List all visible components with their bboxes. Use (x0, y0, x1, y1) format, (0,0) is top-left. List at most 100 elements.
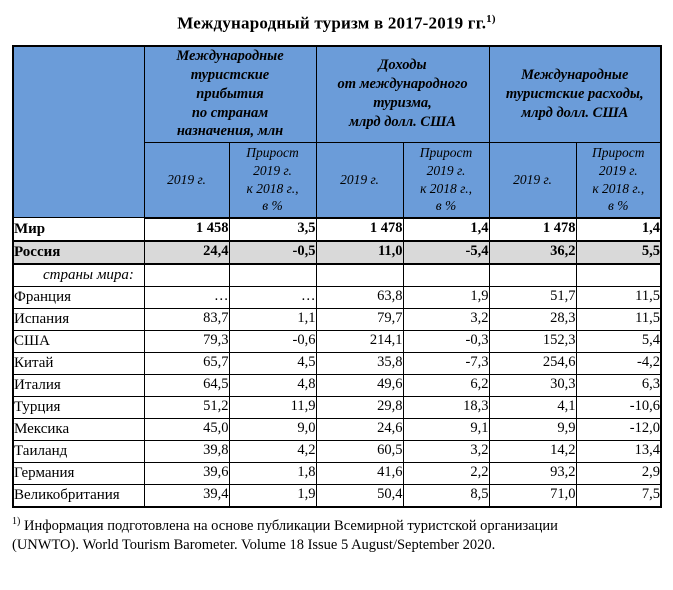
subheader-expenditures-growth: Прирост 2019 г. к 2018 г., в % (575, 141, 662, 219)
cell-value: 5,5 (575, 240, 662, 265)
cell-value: 71,0 (488, 483, 577, 508)
cell-value: 3,2 (402, 439, 490, 463)
table-row-russia: Россия 24,4 -0,5 11,0 -5,4 36,2 5,5 (12, 240, 662, 265)
cell-value: 36,2 (488, 240, 577, 265)
subheader-receipts-2019: 2019 г. (315, 141, 404, 219)
cell-value: 45,0 (143, 417, 230, 441)
cell-value: 3,2 (402, 307, 490, 331)
table-row-usa: США 79,3 -0,6 214,1 -0,3 152,3 5,4 (12, 329, 662, 353)
cell-value: 1 478 (488, 217, 577, 242)
row-label: Испания (12, 307, 145, 331)
column-group-arrivals: Международные туристские прибытия по стр… (143, 45, 317, 143)
column-group-receipts: Доходы от международного туризма, млрд д… (315, 45, 490, 143)
cell-value: 51,2 (143, 395, 230, 419)
row-label: США (12, 329, 145, 353)
footnote-text: Информация подготовлена на основе публик… (12, 517, 558, 554)
row-label: Франция (12, 285, 145, 309)
cell-value: 11,0 (315, 240, 404, 265)
cell-value: 6,3 (575, 373, 662, 397)
cell-value: 14,2 (488, 439, 577, 463)
cell-value: 13,4 (575, 439, 662, 463)
cell-value: 60,5 (315, 439, 404, 463)
cell-value: -7,3 (402, 351, 490, 375)
cell-value: 6,2 (402, 373, 490, 397)
cell-value: 39,6 (143, 461, 230, 485)
cell-value: 254,6 (488, 351, 577, 375)
cell-value: -4,2 (575, 351, 662, 375)
cell-value: 2,9 (575, 461, 662, 485)
table-row-world: Мир 1 458 3,5 1 478 1,4 1 478 1,4 (12, 217, 662, 242)
cell-value: 24,4 (143, 240, 230, 265)
row-label: Великобритания (12, 483, 145, 508)
cell-value: 29,8 (315, 395, 404, 419)
row-label: Россия (12, 240, 145, 265)
footnote: 1) Информация подготовлена на основе пуб… (12, 515, 664, 556)
cell-value: 8,5 (402, 483, 490, 508)
table-row-mexico: Мексика 45,0 9,0 24,6 9,1 9,9 -12,0 (12, 417, 662, 441)
cell-value (488, 263, 577, 287)
table-row-thailand: Таиланд 39,8 4,2 60,5 3,2 14,2 13,4 (12, 439, 662, 463)
cell-value: -12,0 (575, 417, 662, 441)
cell-value: -0,6 (228, 329, 317, 353)
cell-value: 11,5 (575, 307, 662, 331)
cell-value: 63,8 (315, 285, 404, 309)
cell-value: 3,5 (228, 217, 317, 242)
table-row-section-world-countries: страны мира: (12, 263, 662, 287)
row-label: Германия (12, 461, 145, 485)
page-title-footnote-marker: 1) (486, 13, 496, 25)
cell-value: -5,4 (402, 240, 490, 265)
table-row-china: Китай 65,7 4,5 35,8 -7,3 254,6 -4,2 (12, 351, 662, 375)
row-label: Китай (12, 351, 145, 375)
cell-value: 4,8 (228, 373, 317, 397)
cell-value: … (143, 285, 230, 309)
cell-value: -0,5 (228, 240, 317, 265)
column-group-expenditures: Международные туристские расходы, млрд д… (488, 45, 662, 143)
corner-cell (12, 45, 145, 219)
cell-value: 11,9 (228, 395, 317, 419)
cell-value: 64,5 (143, 373, 230, 397)
table-row-italy: Италия 64,5 4,8 49,6 6,2 30,3 6,3 (12, 373, 662, 397)
cell-value: 1,9 (402, 285, 490, 309)
cell-value: -10,6 (575, 395, 662, 419)
cell-value: 39,4 (143, 483, 230, 508)
table-row-turkey: Турция 51,2 11,9 29,8 18,3 4,1 -10,6 (12, 395, 662, 419)
cell-value (402, 263, 490, 287)
cell-value: 7,5 (575, 483, 662, 508)
cell-value: 4,1 (488, 395, 577, 419)
cell-value: 214,1 (315, 329, 404, 353)
cell-value: 30,3 (488, 373, 577, 397)
cell-value: 1,1 (228, 307, 317, 331)
cell-value: 35,8 (315, 351, 404, 375)
cell-value: 1 478 (315, 217, 404, 242)
table-row-germany: Германия 39,6 1,8 41,6 2,2 93,2 2,9 (12, 461, 662, 485)
cell-value: 152,3 (488, 329, 577, 353)
page-title: Международный туризм в 2017-2019 гг.1) (0, 13, 673, 34)
subheader-receipts-growth: Прирост 2019 г. к 2018 г., в % (402, 141, 490, 219)
header-sub-row: 2019 г. Прирост 2019 г. к 2018 г., в % 2… (13, 141, 662, 219)
cell-value: 28,3 (488, 307, 577, 331)
cell-value: 93,2 (488, 461, 577, 485)
table-body: Мир 1 458 3,5 1 478 1,4 1 478 1,4 Россия… (12, 217, 662, 508)
footnote-marker: 1) (12, 515, 21, 527)
international-tourism-table: Международные туристские прибытия по стр… (12, 44, 663, 508)
row-label: Таиланд (12, 439, 145, 463)
cell-value: 41,6 (315, 461, 404, 485)
table-header: Международные туристские прибытия по стр… (12, 45, 662, 219)
cell-value: 9,1 (402, 417, 490, 441)
cell-value (575, 263, 662, 287)
cell-value (228, 263, 317, 287)
subheader-arrivals-growth: Прирост 2019 г. к 2018 г., в % (228, 141, 317, 219)
cell-value: 49,6 (315, 373, 404, 397)
cell-value: 79,3 (143, 329, 230, 353)
cell-value (143, 263, 230, 287)
cell-value: 1,8 (228, 461, 317, 485)
cell-value: 51,7 (488, 285, 577, 309)
cell-value: 83,7 (143, 307, 230, 331)
cell-value: 4,5 (228, 351, 317, 375)
cell-value: 1,4 (575, 217, 662, 242)
cell-value: … (228, 285, 317, 309)
cell-value: 65,7 (143, 351, 230, 375)
cell-value: 4,2 (228, 439, 317, 463)
table-row-uk: Великобритания 39,4 1,9 50,4 8,5 71,0 7,… (12, 483, 662, 508)
cell-value: 2,2 (402, 461, 490, 485)
